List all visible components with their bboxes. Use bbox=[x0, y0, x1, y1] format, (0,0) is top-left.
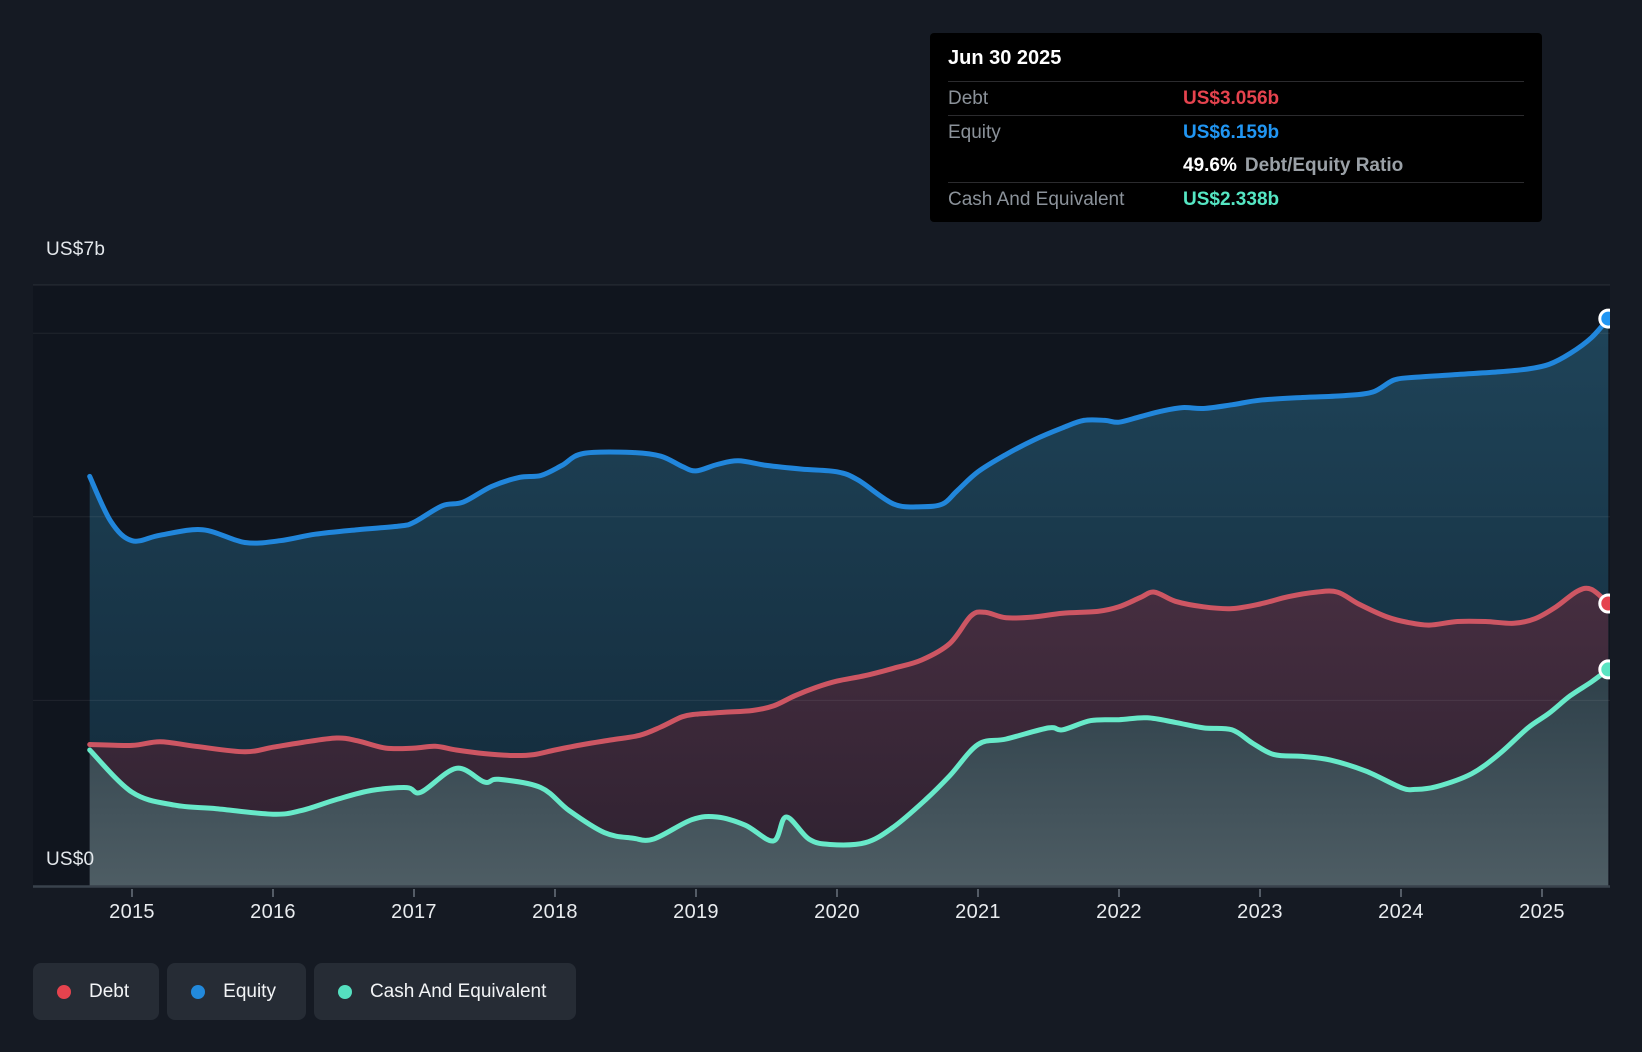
legend-item-cash[interactable]: Cash And Equivalent bbox=[313, 963, 577, 1020]
tooltip-cash-label: Cash And Equivalent bbox=[948, 188, 1125, 210]
legend-debt-label: Debt bbox=[89, 980, 130, 1002]
tooltip-equity-label: Equity bbox=[948, 121, 1001, 143]
cash-dot-icon bbox=[337, 984, 352, 999]
tooltip-row-equity: Equity US$6.159b bbox=[948, 115, 1524, 149]
y-axis-max-label: US$7b bbox=[46, 239, 106, 260]
right-margin-mask bbox=[1610, 0, 1642, 1052]
tooltip-date: Jun 30 2025 bbox=[948, 47, 1062, 69]
debt-dot-icon bbox=[57, 984, 71, 999]
gridlines bbox=[33, 284, 1610, 701]
equity-line bbox=[87, 316, 1611, 546]
x-axis bbox=[33, 885, 1610, 897]
tooltip-debt-value: US$3.056b bbox=[1183, 87, 1280, 109]
series-lines bbox=[87, 316, 1611, 848]
legend-item-equity[interactable]: Equity bbox=[167, 963, 306, 1020]
chart-legend: Debt Equity Cash And Equivalent bbox=[33, 963, 577, 1020]
cash-line bbox=[87, 666, 1611, 848]
tooltip-cash-value: US$2.338b bbox=[1183, 188, 1280, 210]
legend-cash-label: Cash And Equivalent bbox=[369, 980, 547, 1002]
tooltip-ratio-value: 49.6% bbox=[1183, 154, 1237, 176]
legend-equity-label: Equity bbox=[223, 980, 276, 1002]
tooltip-debt-label: Debt bbox=[948, 87, 989, 109]
y-axis-zero-label: US$0 bbox=[46, 849, 95, 870]
tooltip-equity-value: US$6.159b bbox=[1183, 121, 1280, 143]
legend-item-debt[interactable]: Debt bbox=[33, 963, 160, 1020]
chart-tooltip: Jun 30 2025 Debt US$3.056b Equity US$6.1… bbox=[930, 33, 1542, 222]
cash-area bbox=[89, 669, 1609, 886]
debt-line bbox=[87, 585, 1611, 759]
series-areas bbox=[89, 318, 1609, 887]
equity-dot-icon bbox=[191, 984, 206, 999]
tooltip-row-ratio: 49.6% Debt/Equity Ratio bbox=[948, 149, 1524, 182]
tooltip-row-debt: Debt US$3.056b bbox=[948, 81, 1524, 115]
tooltip-ratio-label: Debt/Equity Ratio bbox=[1244, 154, 1404, 176]
tooltip-row-cash: Cash And Equivalent US$2.338b bbox=[948, 182, 1524, 216]
